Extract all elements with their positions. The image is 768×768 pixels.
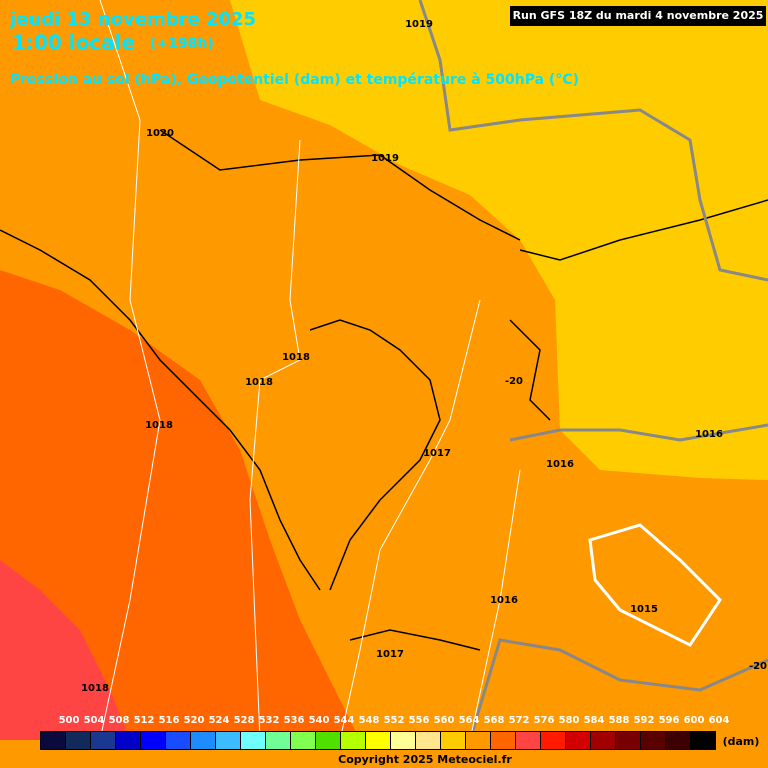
- colorbar-swatch: [41, 732, 65, 749]
- isobar-label: 1019: [371, 153, 399, 164]
- colorbar-label: 560: [434, 715, 455, 726]
- isobar-label: 1018: [245, 377, 273, 388]
- time: 1:00 locale: [12, 31, 135, 55]
- colorbar-swatch: [266, 732, 290, 749]
- isobars: [99, 0, 521, 741]
- borders: [418, 0, 768, 741]
- colorbar-label: 536: [284, 715, 305, 726]
- isobar-label: 1018: [282, 352, 310, 363]
- colorbar-swatch: [191, 732, 215, 749]
- colorbar-label: 556: [409, 715, 430, 726]
- colorbar-swatch: [91, 732, 115, 749]
- colorbar-label: 572: [509, 715, 530, 726]
- colorbar-swatch: [691, 732, 715, 749]
- colorbar-swatch: [216, 732, 240, 749]
- colorbar-label: 552: [384, 715, 405, 726]
- colorbar-swatch: [541, 732, 565, 749]
- colorbar-swatch: [116, 732, 140, 749]
- isobar-label: 1019: [405, 19, 433, 30]
- colorbar-label: 532: [259, 715, 280, 726]
- copyright: Copyright 2025 Meteociel.fr: [338, 753, 512, 766]
- isobar-label: 1018: [145, 420, 173, 431]
- colorbar-unit: (dam): [723, 735, 760, 748]
- colorbar-swatch: [616, 732, 640, 749]
- isobar-1015: [588, 523, 722, 647]
- colorbar-label: 544: [334, 715, 355, 726]
- coastlines: [0, 129, 768, 651]
- colorbar-label: 500: [59, 715, 80, 726]
- colorbar-swatch: [566, 732, 590, 749]
- colorbar-label: 504: [84, 715, 105, 726]
- isobar-label: 1016: [490, 595, 518, 606]
- colorbar-label: 520: [184, 715, 205, 726]
- colorbar-swatch: [416, 732, 440, 749]
- colorbar-swatch: [141, 732, 165, 749]
- colorbar-label: 528: [234, 715, 255, 726]
- colorbar-swatch: [466, 732, 490, 749]
- colorbar-label: 524: [209, 715, 230, 726]
- isobar-label: -20: [749, 661, 767, 672]
- isobar-label: 1017: [376, 649, 404, 660]
- colorbar-label: 588: [609, 715, 630, 726]
- colorbar-swatch: [641, 732, 665, 749]
- footer-bg: [0, 752, 768, 768]
- run-info: Run GFS 18Z du mardi 4 novembre 2025: [513, 9, 764, 22]
- isobar-label: 1018: [81, 683, 109, 694]
- colorbar-label: 540: [309, 715, 330, 726]
- title: jeudi 13 novembre 2025: [9, 9, 256, 30]
- band-564: [230, 0, 768, 480]
- colorbar-label: 512: [134, 715, 155, 726]
- colorbar-label: 604: [709, 715, 730, 726]
- colorbar-swatch: [241, 732, 265, 749]
- colorbar-swatch: [391, 732, 415, 749]
- colorbar-swatch: [291, 732, 315, 749]
- subtitle: Pression au sol (hPa), Geopotentiel (dam…: [10, 72, 579, 88]
- colorbar-swatch: [366, 732, 390, 749]
- colorbar-label: 508: [109, 715, 130, 726]
- band-572: [0, 270, 360, 740]
- isobar-label: 1017: [423, 448, 451, 459]
- lead: (+198h): [150, 36, 214, 52]
- isobar-label: 1016: [546, 459, 574, 470]
- isobar-label: 1020: [146, 128, 174, 139]
- colorbar-label: 596: [659, 715, 680, 726]
- colorbar-swatch: [441, 732, 465, 749]
- colorbar-swatch: [666, 732, 690, 749]
- colorbar-swatch: [341, 732, 365, 749]
- colorbar-label: 516: [159, 715, 180, 726]
- colorbar-label: 584: [584, 715, 605, 726]
- colorbar-label: 548: [359, 715, 380, 726]
- colorbar-label: 576: [534, 715, 555, 726]
- isobar-label: 1016: [695, 429, 723, 440]
- colorbar-label: 568: [484, 715, 505, 726]
- colorbar-swatch: [166, 732, 190, 749]
- isobar-label: 1015: [630, 604, 658, 615]
- colorbar-swatch: [491, 732, 515, 749]
- colorbar-label: 600: [684, 715, 705, 726]
- colorbar-label: 580: [559, 715, 580, 726]
- colorbar-label: 564: [459, 715, 480, 726]
- band-576: [0, 560, 130, 740]
- colorbar-label: 592: [634, 715, 655, 726]
- colorbar-swatch: [516, 732, 540, 749]
- colorbar-swatch: [591, 732, 615, 749]
- colorbar-swatch: [66, 732, 90, 749]
- isobar-label: -20: [505, 376, 523, 387]
- run-box: [510, 6, 766, 26]
- colorbar-swatch: [316, 732, 340, 749]
